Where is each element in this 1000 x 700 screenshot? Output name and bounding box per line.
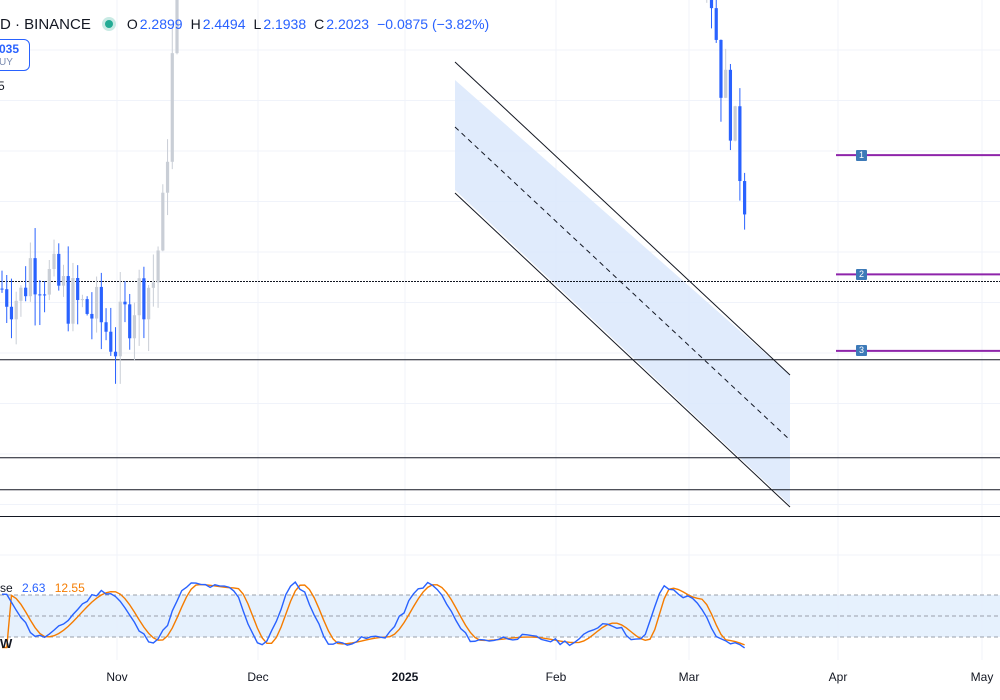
channel-upper [454,61,791,376]
candle-11 [52,253,56,269]
candle-23 [109,331,113,352]
candle-3 [14,300,18,320]
low-value: 2.1938 [263,16,307,32]
channel-fill [455,80,790,505]
candle-152 [719,39,723,98]
low-key: L [253,16,262,32]
ohlc-header: D · BINANCE O 2.2899 H 2.4494 L 2.1938 C 2.2… [0,14,489,34]
high-value: 2.4494 [202,16,246,32]
candle-30 [142,278,146,320]
d-value: 12.55 [54,581,85,595]
candle-17 [80,299,85,301]
legend-fragment: 5 [0,79,5,93]
stochastic-legend: se 2.63 12.55 [0,581,85,595]
descending-channel [454,61,791,508]
candle-0 [0,288,4,290]
target-markers [836,154,1000,352]
candle-4 [19,287,23,301]
candle-22 [104,322,108,332]
open-key: O [126,16,138,32]
candle-20 [95,286,99,319]
candle-19 [90,313,94,319]
candle-151 [714,8,718,40]
candle-9 [42,294,47,296]
candle-24 [113,351,118,357]
x-tick-apr: Apr [828,670,848,684]
candle-29 [137,278,141,316]
candle-34 [161,192,165,251]
x-tick-nov: Nov [106,670,128,684]
symbol-label[interactable]: D · BINANCE [0,15,91,33]
stoch-k-line [1,581,746,649]
candle-1 [5,289,9,307]
stochastic-panel [0,581,1000,649]
candle-150 [709,0,714,9]
candle-16 [76,278,80,300]
candle-5 [24,287,28,297]
x-tick-may: May [970,670,994,684]
grid [0,0,1000,660]
candle-153 [724,69,728,98]
candle-33 [156,250,160,283]
channel-mid [454,126,791,441]
candle-14 [66,276,70,324]
marker-box-1[interactable]: 1 [856,149,867,161]
x-tick-feb: Feb [545,670,567,684]
candle-154 [728,69,733,141]
candle-12 [57,253,61,286]
buy-label: UY [0,57,13,68]
x-tick-mar: Mar [678,670,700,684]
candle-31 [147,287,151,320]
k-value: 2.63 [22,581,46,595]
close-key: C [314,16,325,32]
candle-35 [165,161,170,193]
candle-13 [61,276,66,286]
marker-box-2[interactable]: 2 [856,268,867,280]
candle-2 [9,306,14,320]
candle-27 [128,304,132,339]
candle-37 [175,0,179,54]
candle-10 [47,268,51,295]
candle-8 [38,294,42,296]
x-tick-2025: 2025 [391,670,419,684]
candle-156 [738,106,742,182]
candle-25 [118,301,122,357]
candle-32 [151,282,155,288]
stoch-d-line [2,583,745,649]
candle-6 [28,258,32,297]
candle-36 [170,53,174,162]
candle-28 [132,315,137,339]
candle-15 [71,278,75,324]
candle-26 [123,301,127,305]
marker-box-3[interactable]: 3 [856,345,867,357]
candle-155 [733,106,737,141]
change-value: −0.0875 (−3.82%) [377,16,490,32]
indicator-side-tag: W [0,636,13,651]
x-tick-dec: Dec [247,670,269,684]
candle-18 [85,299,89,314]
market-status-dot [104,20,113,28]
price-levels [0,280,1000,517]
candle-21 [99,286,103,323]
channel-lower [454,192,791,508]
candle-7 [33,258,37,295]
buy-price-box[interactable]: 035 UY [0,39,30,71]
candle-157 [743,181,747,215]
close-value: 2.2023 [326,16,370,32]
indicator-name: se [0,581,13,595]
open-value: 2.2899 [139,16,183,32]
buy-price: 035 [0,42,20,56]
candles [0,0,747,384]
high-key: H [190,16,201,32]
